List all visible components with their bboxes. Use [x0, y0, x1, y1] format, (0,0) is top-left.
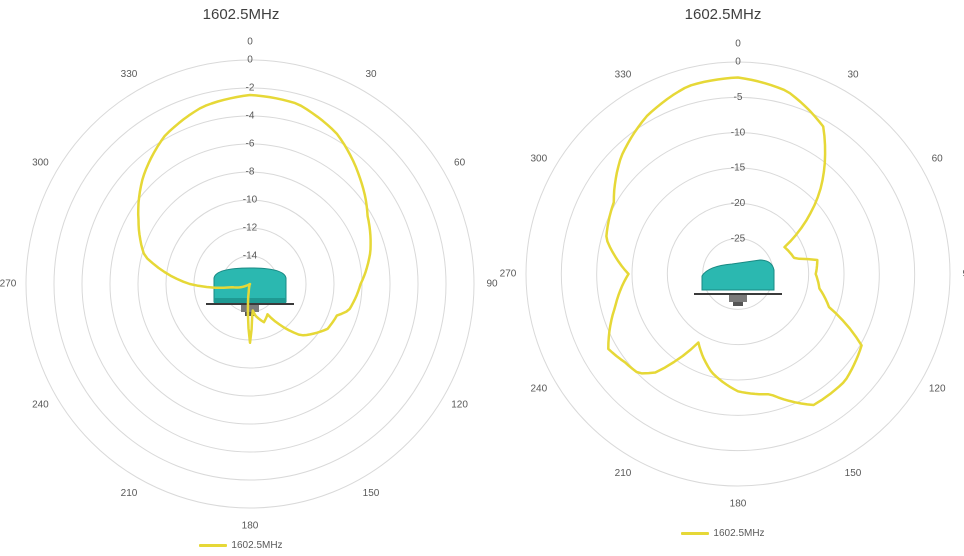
right-legend: 1602.5MHz	[482, 528, 964, 539]
angle-tick-label: 60	[454, 158, 466, 169]
right-polar-chart: 1602.5MHz 0 30 60 90 120 150 180 210 240 270 300 33…	[482, 0, 964, 556]
right-polar-plot: 0 30 60 90 120 150 180 210 240 270 300 330 0 -5 -10 -15…	[500, 39, 964, 510]
angle-tick-label: 300	[32, 158, 49, 169]
angle-tick-label: 0	[735, 39, 741, 50]
angle-tick-label: 150	[845, 468, 862, 479]
angle-tick-label: 330	[121, 69, 138, 80]
series-line	[136, 93, 372, 345]
angle-tick-label: 30	[847, 69, 859, 80]
polar-grid	[25, 59, 475, 509]
grid-ring	[666, 202, 810, 346]
grid-ring	[560, 96, 916, 452]
grid-ring	[165, 199, 335, 369]
grid-ring	[596, 132, 880, 416]
radial-tick-label: 0	[247, 55, 253, 66]
angle-tick-label: 120	[929, 384, 946, 395]
radial-tick-label: -10	[243, 195, 258, 206]
angle-tick-label: 180	[730, 499, 747, 510]
grid-ring	[137, 171, 363, 397]
right-legend-swatch	[681, 531, 710, 535]
polar-grid	[525, 61, 951, 487]
radial-tick-label: -10	[731, 127, 746, 138]
grid-ring	[25, 59, 475, 509]
radial-tick-label: -4	[246, 111, 255, 122]
radial-tick-labels: 0 -5 -10 -15 -20 -25	[731, 57, 746, 245]
antenna-illustration	[206, 267, 294, 316]
radial-tick-labels: 0 -2 -4 -6 -8 -10 -12 -14	[243, 55, 258, 262]
grid-ring	[631, 167, 845, 381]
series-line	[605, 76, 863, 407]
angle-tick-label: 30	[365, 69, 377, 80]
left-polar-chart: 1602.5MHz 0 30 60 90 120 150 180 210 240 270 300 33…	[0, 6, 498, 551]
angle-tick-label: 300	[530, 154, 547, 165]
angle-tick-label: 240	[530, 384, 547, 395]
left-chart-title: 1602.5MHz	[202, 6, 280, 23]
right-chart-title: 1602.5MHz	[684, 6, 762, 23]
radial-tick-label: -2	[246, 83, 255, 94]
radial-tick-label: -8	[246, 167, 255, 178]
left-legend-swatch	[199, 543, 228, 547]
radial-tick-label: -15	[731, 163, 746, 174]
angle-tick-label: 150	[363, 488, 380, 499]
angle-tick-label: 0	[247, 37, 253, 48]
angle-tick-label: 120	[451, 400, 468, 411]
radial-tick-label: -14	[243, 251, 258, 262]
grid-ring	[109, 143, 391, 425]
grid-ring	[81, 115, 419, 453]
radial-tick-label: -6	[246, 139, 255, 150]
left-legend-label: 1602.5MHz	[231, 540, 283, 551]
radial-tick-label: -5	[734, 92, 743, 103]
radial-tick-label: -12	[243, 223, 258, 234]
angle-tick-label: 240	[32, 400, 49, 411]
angle-tick-label: 330	[615, 69, 632, 80]
angle-tick-label: 210	[121, 488, 138, 499]
angle-tick-label: 180	[242, 521, 259, 532]
grid-ring	[53, 87, 447, 481]
radial-tick-label: 0	[735, 57, 741, 68]
grid-ring	[525, 61, 951, 487]
angle-tick-label: 60	[932, 154, 944, 165]
left-legend: 1602.5MHz	[0, 540, 482, 551]
antenna-illustration	[694, 259, 782, 306]
angle-tick-label: 270	[0, 279, 17, 290]
angle-tick-label: 90	[486, 279, 498, 290]
right-legend-label: 1602.5MHz	[713, 528, 765, 539]
radial-tick-label: -25	[731, 233, 746, 244]
angle-tick-label: 270	[500, 269, 517, 280]
radial-tick-label: -20	[731, 198, 746, 209]
angle-tick-label: 90	[962, 269, 964, 280]
angle-tick-label: 210	[615, 468, 632, 479]
left-polar-plot: 0 30 60 90 120 150 180 210 240 270 300 330 0 -2 -4 -6 -8…	[0, 37, 498, 532]
